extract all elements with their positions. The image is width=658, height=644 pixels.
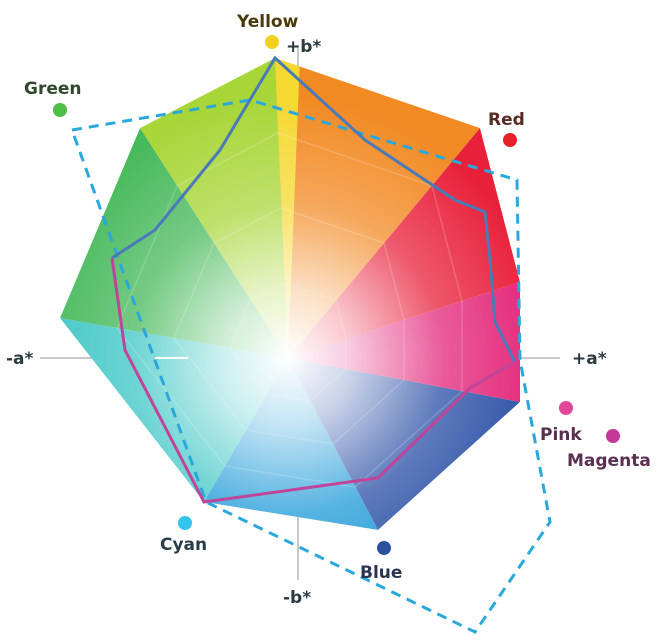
dashed-gamut-outline — [70, 98, 552, 634]
pink-dot-icon — [559, 401, 573, 415]
red-label: Red — [488, 110, 525, 130]
cyan-label: Cyan — [160, 535, 207, 555]
color-marker-pink: Pink — [540, 401, 582, 445]
color-marker-magenta: Magenta — [567, 429, 651, 471]
color-marker-cyan: Cyan — [160, 516, 207, 555]
pink-label: Pink — [540, 425, 582, 445]
color-marker-red: Red — [488, 110, 525, 147]
yellow-label: Yellow — [236, 12, 299, 32]
solid-outline-blue — [111, 55, 517, 363]
red-dot-icon — [503, 133, 517, 147]
axis-label-pos-b: +b* — [286, 37, 321, 57]
cyan-dot-icon — [178, 516, 192, 530]
axis-label-neg-b: -b* — [283, 588, 311, 608]
solid-outline-magenta — [110, 257, 516, 504]
green-dot-icon — [53, 103, 67, 117]
blue-dot-icon — [377, 541, 391, 555]
axis-label-pos-a: +a* — [572, 349, 607, 369]
gamut-contours — [116, 132, 463, 488]
blue-label: Blue — [360, 563, 402, 583]
color-marker-green: Green — [24, 79, 82, 117]
axis-label-neg-a: -a* — [6, 349, 34, 369]
color-marker-blue: Blue — [360, 541, 402, 583]
magenta-dot-icon — [606, 429, 620, 443]
gamut-solid — [60, 58, 520, 530]
magenta-label: Magenta — [567, 451, 651, 471]
green-label: Green — [24, 79, 82, 99]
color-marker-yellow: Yellow — [236, 12, 299, 49]
yellow-dot-icon — [265, 35, 279, 49]
